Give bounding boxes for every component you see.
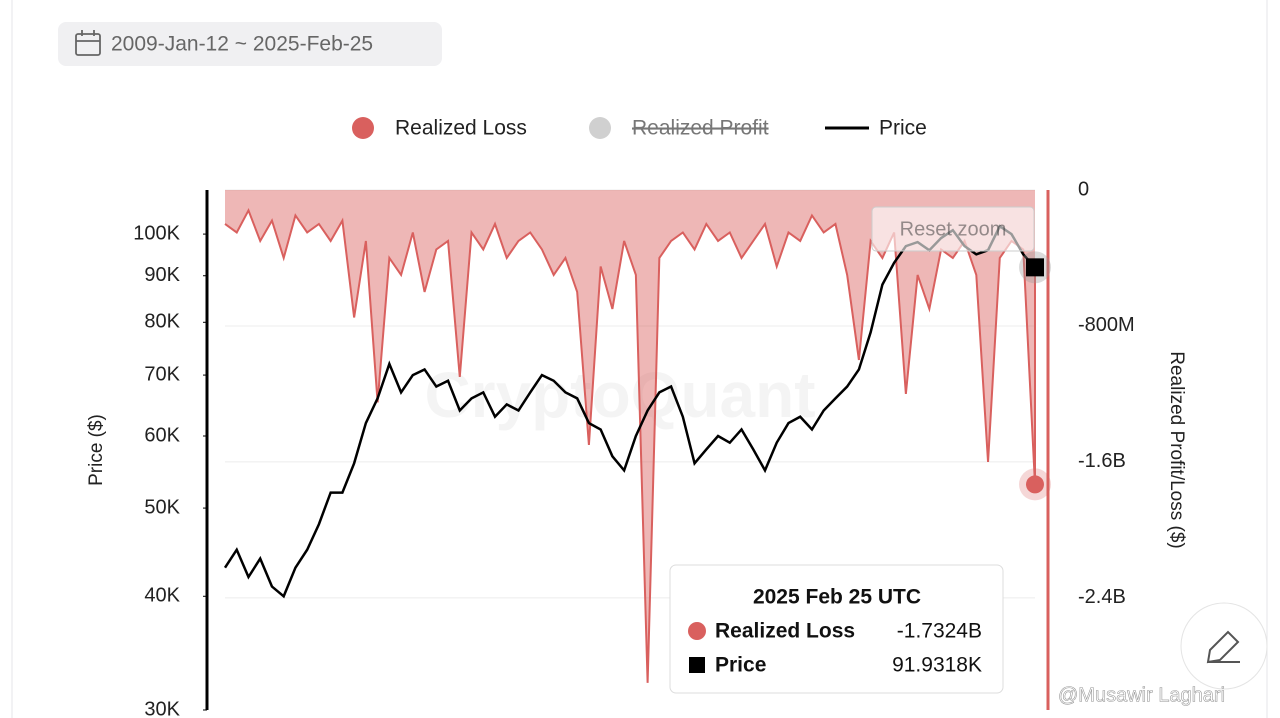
- watermark: CryptoQuant: [424, 359, 815, 431]
- reset-zoom-label: Reset zoom: [900, 218, 1007, 240]
- y-tick-label: 60K: [144, 424, 180, 446]
- edit-button[interactable]: [1180, 602, 1268, 690]
- tooltip-value: 91.9318K: [892, 654, 982, 677]
- calendar-icon: [75, 30, 101, 56]
- y-tick-label: 90K: [144, 264, 180, 286]
- y-tick-label: 30K: [144, 698, 180, 718]
- tooltip-title: 2025 Feb 25 UTC: [753, 586, 921, 609]
- y2-axis-title: Realized Profit/Loss ($): [1166, 351, 1187, 548]
- y-tick-label: 70K: [144, 363, 180, 385]
- legend-label[interactable]: Realized Profit: [632, 117, 769, 140]
- y2-tick-label: 0: [1078, 178, 1089, 200]
- legend-label[interactable]: Realized Loss: [395, 117, 527, 140]
- tooltip-swatch: [689, 657, 705, 673]
- price-marker: [1026, 258, 1044, 277]
- tooltip: [669, 564, 1004, 694]
- legend-swatch[interactable]: [352, 117, 374, 139]
- price-line: [223, 224, 1036, 599]
- tooltip-value: -1.7324B: [897, 620, 982, 643]
- date-range: 2009-Jan-12 ~ 2025-Feb-25: [111, 33, 373, 56]
- y-tick-label: 50K: [144, 496, 180, 518]
- y-tick-label: 80K: [144, 311, 180, 333]
- tooltip-name: Price: [715, 654, 766, 677]
- loss-marker: [1026, 475, 1044, 494]
- credit: @Musawir Laghari: [1058, 684, 1225, 706]
- y2-tick-label: -800M: [1078, 314, 1135, 336]
- y-tick-label: 40K: [144, 585, 180, 607]
- edit-icon: [1206, 630, 1240, 664]
- y-axis-title: Price ($): [86, 414, 107, 486]
- y2-tick-label: -1.6B: [1078, 450, 1126, 472]
- legend-label[interactable]: Price: [879, 117, 927, 140]
- tooltip-swatch: [688, 622, 706, 640]
- loss-line: [224, 207, 1036, 683]
- y2-tick-label: -2.4B: [1078, 586, 1126, 608]
- date-picker[interactable]: [58, 22, 442, 66]
- y-tick-label: 100K: [133, 222, 180, 244]
- reset-zoom-button[interactable]: [871, 206, 1035, 252]
- legend-swatch[interactable]: [589, 117, 611, 139]
- tooltip-name: Realized Loss: [715, 620, 855, 643]
